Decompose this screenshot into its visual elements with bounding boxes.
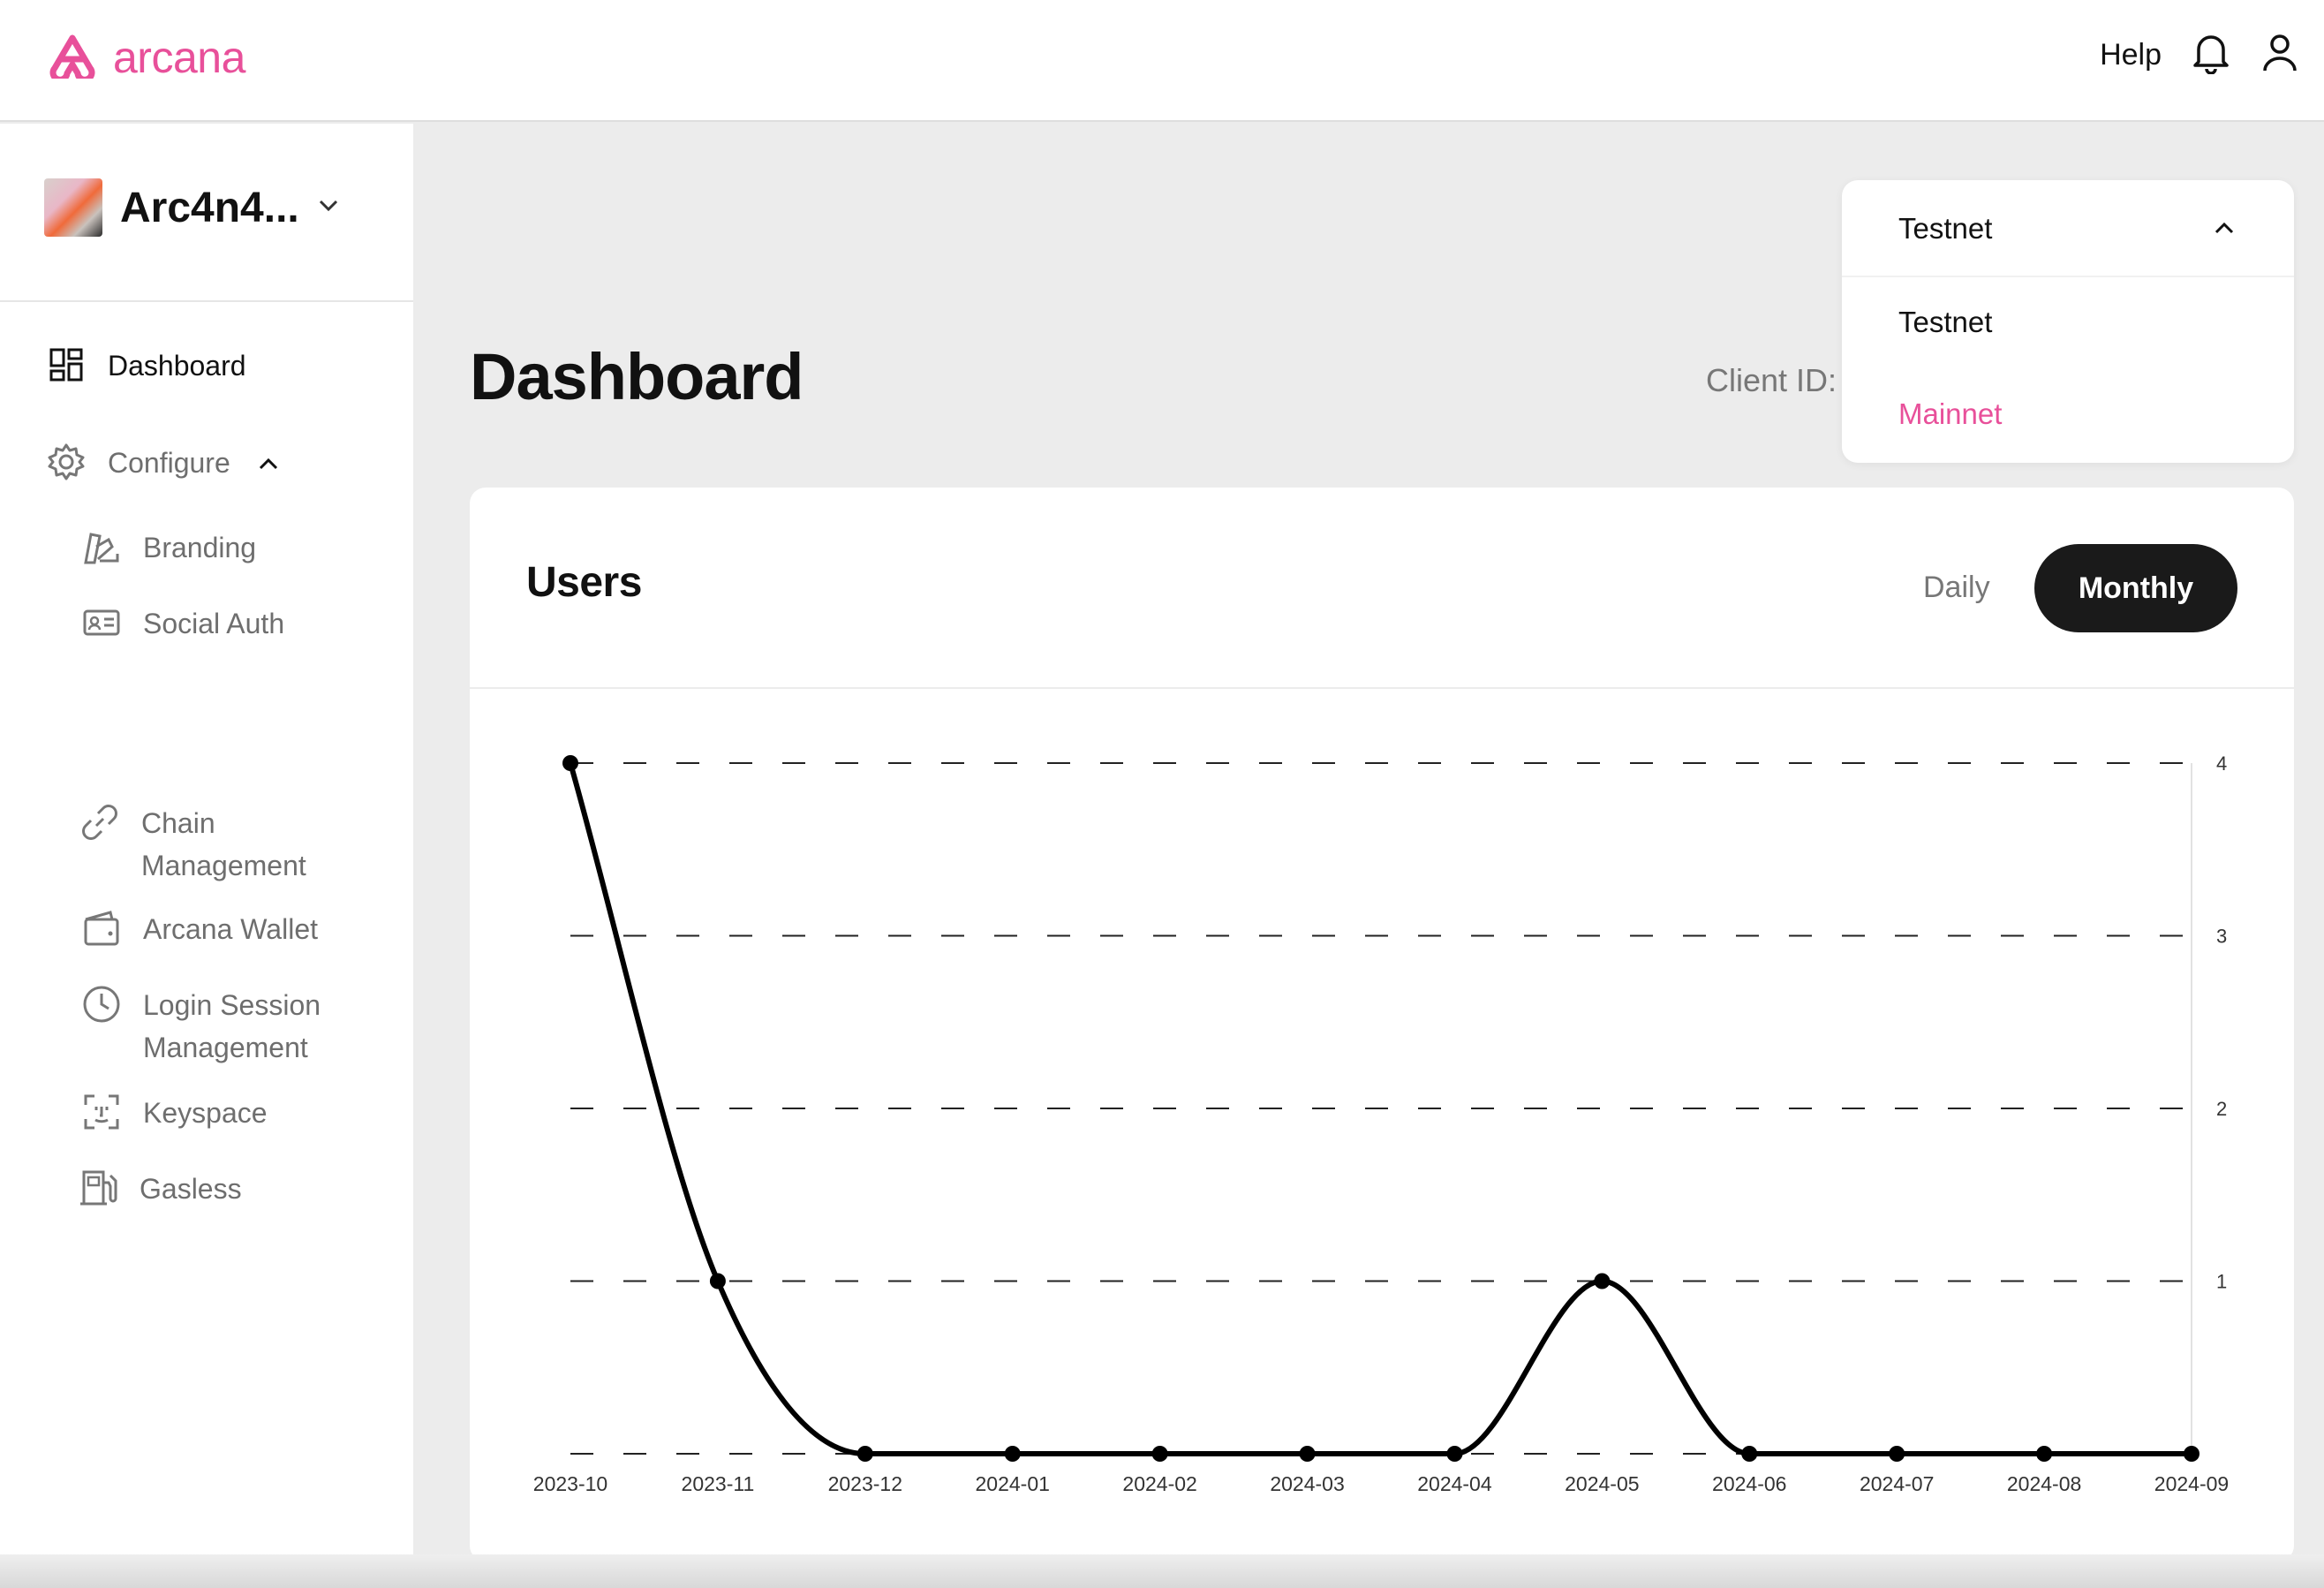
- data-point: [1889, 1446, 1905, 1462]
- x-tick-label: 2024-01: [976, 1472, 1050, 1495]
- wallet-icon: [81, 908, 122, 949]
- x-tick-label: 2024-05: [1565, 1472, 1639, 1495]
- chevron-down-icon: [317, 197, 340, 219]
- top-right-actions: Help: [2100, 32, 2299, 79]
- data-point: [2184, 1446, 2200, 1462]
- daily-toggle-button[interactable]: Daily: [1923, 571, 1990, 604]
- help-link[interactable]: Help: [2100, 38, 2162, 72]
- sidebar-item-social-auth[interactable]: Social Auth: [81, 602, 284, 645]
- app-avatar: [44, 178, 102, 237]
- bell-icon[interactable]: [2192, 32, 2230, 79]
- sidebar-item-login-session-management[interactable]: Login Session Management: [81, 984, 381, 1069]
- brush-icon: [81, 526, 122, 567]
- network-option-mainnet[interactable]: Mainnet: [1898, 397, 2003, 430]
- sidebar-item-label: Login Session Management: [143, 989, 321, 1063]
- app-name: Arc4n4...: [120, 184, 299, 231]
- fuel-icon: [78, 1168, 118, 1208]
- users-line-chart: 1 2 3 4 2023-10 2023-11 2023-12 2024-01 2024-02 2…: [533, 752, 2229, 1495]
- data-point: [2036, 1446, 2053, 1462]
- sidebar-item-label: Social Auth: [143, 608, 285, 639]
- x-tick-label: 2024-02: [1122, 1472, 1196, 1495]
- logo[interactable]: arcana: [44, 32, 245, 83]
- top-bar: arcana Help: [0, 0, 2324, 122]
- sidebar-item-label: Keyspace: [143, 1097, 268, 1129]
- x-tick-label: 2024-03: [1270, 1472, 1344, 1495]
- x-tick-label: 2023-10: [533, 1472, 607, 1495]
- data-point: [1299, 1446, 1316, 1462]
- sidebar-item-branding[interactable]: Branding: [81, 526, 256, 569]
- sidebar-item-configure[interactable]: Configure: [46, 442, 280, 495]
- x-tick-label: 2023-11: [682, 1472, 755, 1495]
- sidebar-divider: [0, 300, 413, 302]
- network-dropdown-toggle[interactable]: Testnet: [1842, 180, 2294, 277]
- y-tick-label: 1: [2216, 1271, 2227, 1293]
- link-icon: [79, 802, 120, 843]
- x-tick-label: 2024-08: [2007, 1472, 2081, 1495]
- app-selector[interactable]: Arc4n4...: [44, 178, 340, 237]
- network-option-testnet[interactable]: Testnet: [1898, 306, 1993, 338]
- data-point: [856, 1446, 873, 1462]
- logo-text: arcana: [113, 33, 245, 82]
- sidebar-item-label: Chain Management: [141, 807, 306, 881]
- page-title: Dashboard: [470, 340, 804, 413]
- users-card-title: Users: [526, 559, 642, 606]
- x-tick-label: 2024-06: [1712, 1472, 1786, 1495]
- network-selected-value: Testnet: [1898, 212, 1993, 245]
- sidebar-item-label: Configure: [108, 447, 230, 479]
- user-icon[interactable]: [2260, 32, 2299, 79]
- monthly-toggle-button[interactable]: Monthly: [2034, 544, 2237, 632]
- sidebar-item-arcana-wallet[interactable]: Arcana Wallet: [81, 908, 318, 950]
- users-series-line: [568, 762, 2192, 1457]
- id-card-icon: [81, 602, 122, 643]
- users-card: Users Daily Monthly 1 2 3 4 2023-10 2023-11 20…: [470, 488, 2294, 1562]
- data-point: [1446, 1446, 1463, 1462]
- sidebar-item-dashboard[interactable]: Dashboard: [46, 344, 246, 387]
- bottom-shade: [0, 1554, 2324, 1588]
- data-point: [1151, 1446, 1168, 1462]
- sidebar-item-label: Dashboard: [108, 350, 246, 382]
- x-tick-label: 2024-07: [1860, 1472, 1934, 1495]
- dashboard-icon: [46, 344, 87, 385]
- chevron-up-icon: [2213, 219, 2236, 241]
- sidebar: Arc4n4... Dashboard Configure Branding S…: [0, 124, 413, 1588]
- y-tick-label: 2: [2216, 1098, 2227, 1120]
- arcana-logo-icon: [44, 33, 101, 83]
- data-point: [1741, 1446, 1758, 1462]
- client-id-label: Client ID:: [1706, 362, 1837, 398]
- clock-icon: [81, 984, 122, 1025]
- x-tick-label: 2023-12: [828, 1472, 902, 1495]
- y-tick-label: 4: [2216, 752, 2227, 775]
- chevron-up-icon: [257, 442, 280, 495]
- sidebar-item-label: Branding: [143, 532, 257, 563]
- data-point: [562, 755, 578, 771]
- sidebar-item-keyspace[interactable]: Keyspace: [81, 1092, 268, 1134]
- sidebar-item-label: Arcana Wallet: [143, 913, 318, 945]
- data-point: [1004, 1446, 1021, 1462]
- network-dropdown: Testnet Testnet Mainnet: [1842, 180, 2294, 463]
- x-tick-label: 2024-09: [2154, 1472, 2229, 1495]
- face-scan-icon: [81, 1092, 122, 1132]
- data-point: [709, 1273, 726, 1289]
- gear-icon: [46, 442, 87, 482]
- y-tick-label: 3: [2216, 926, 2227, 948]
- x-tick-label: 2024-04: [1417, 1472, 1492, 1495]
- sidebar-item-gasless[interactable]: Gasless: [78, 1168, 242, 1210]
- data-point: [1594, 1273, 1611, 1289]
- sidebar-item-chain-management[interactable]: Chain Management: [79, 802, 362, 887]
- sidebar-item-label: Gasless: [140, 1173, 242, 1205]
- card-divider: [470, 687, 2294, 689]
